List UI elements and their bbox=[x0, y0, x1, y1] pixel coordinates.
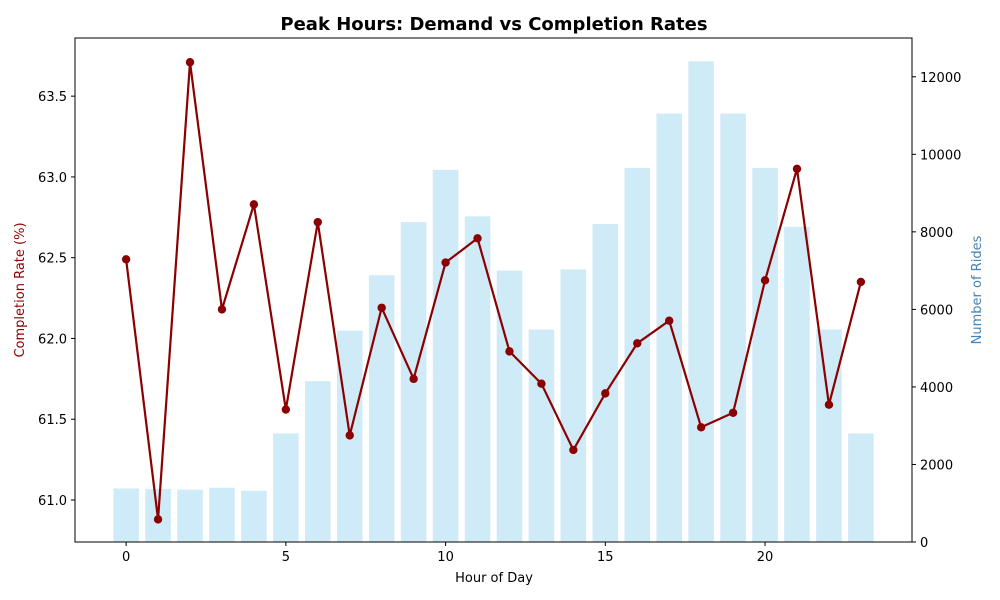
completion-point-hour-10 bbox=[441, 258, 450, 267]
completion-point-hour-17 bbox=[665, 316, 674, 325]
x-tick-label: 20 bbox=[757, 550, 774, 565]
bar-hour-12 bbox=[496, 270, 523, 542]
completion-point-hour-16 bbox=[633, 339, 642, 348]
completion-point-hour-2 bbox=[185, 58, 195, 67]
bar-hour-11 bbox=[464, 216, 491, 542]
completion-point-hour-22 bbox=[824, 400, 834, 409]
y-right-tick-label: 10000 bbox=[920, 148, 961, 163]
y-axis-left-title: Completion Rate (%) bbox=[13, 222, 28, 357]
y-right-tick-label: 12000 bbox=[920, 71, 961, 86]
y-right-tick-label: 6000 bbox=[920, 303, 953, 318]
completion-point-hour-23 bbox=[856, 277, 866, 287]
completion-point-hour-1 bbox=[153, 515, 163, 524]
y-left-axis: 61.0 61.5 62.0 62.5 63.0 63.5 bbox=[38, 90, 75, 509]
completion-rate-line bbox=[125, 61, 862, 521]
y-left-tick-label: 63.0 bbox=[38, 171, 67, 186]
line-layer bbox=[121, 58, 866, 524]
bar-hour-21 bbox=[784, 226, 810, 542]
y-axis-right-title: Number of Rides bbox=[970, 235, 985, 344]
y-right-tick-label: 0 bbox=[920, 536, 928, 551]
y-right-tick-label: 2000 bbox=[920, 458, 953, 473]
bar-hour-16 bbox=[624, 167, 651, 542]
y-left-tick-label: 62.5 bbox=[38, 252, 67, 267]
x-tick-label: 10 bbox=[437, 550, 454, 565]
completion-point-hour-8 bbox=[377, 303, 386, 312]
bar-hour-19 bbox=[720, 113, 746, 542]
completion-point-hour-15 bbox=[601, 389, 610, 398]
completion-point-hour-3 bbox=[217, 305, 227, 314]
y-right-tick-label: 4000 bbox=[920, 381, 953, 396]
completion-point-hour-20 bbox=[760, 276, 770, 285]
x-axis: 0 5 10 15 20 bbox=[122, 542, 773, 565]
x-axis-title: Hour of Day bbox=[455, 571, 533, 586]
completion-point-hour-21 bbox=[792, 164, 802, 174]
bar-hour-5 bbox=[273, 433, 299, 542]
completion-point-hour-7 bbox=[345, 431, 354, 440]
completion-point-hour-0 bbox=[121, 255, 131, 264]
completion-point-hour-18 bbox=[696, 423, 706, 432]
bar-hour-0 bbox=[113, 488, 139, 542]
bar-hour-13 bbox=[528, 329, 555, 542]
y-left-tick-label: 61.5 bbox=[38, 413, 67, 428]
y-left-tick-label: 62.0 bbox=[38, 332, 67, 347]
completion-point-hour-11 bbox=[473, 234, 482, 243]
bar-hour-8 bbox=[368, 275, 395, 542]
y-left-tick-label: 61.0 bbox=[38, 494, 67, 509]
completion-point-hour-14 bbox=[569, 445, 578, 455]
completion-point-hour-5 bbox=[281, 405, 291, 414]
plot-frame bbox=[74, 37, 913, 543]
bar-hour-4 bbox=[241, 490, 267, 542]
completion-point-hour-9 bbox=[409, 374, 418, 384]
bar-hour-20 bbox=[752, 167, 778, 542]
bar-hour-10 bbox=[432, 169, 459, 542]
completion-point-hour-12 bbox=[505, 347, 514, 356]
bar-hour-22 bbox=[816, 329, 842, 542]
bar-hour-18 bbox=[688, 61, 714, 542]
completion-point-hour-4 bbox=[249, 200, 259, 209]
bar-hour-6 bbox=[305, 381, 331, 542]
y-left-tick-label: 63.5 bbox=[38, 90, 67, 105]
x-tick-label: 5 bbox=[282, 550, 290, 565]
chart-title: Peak Hours: Demand vs Completion Rates bbox=[280, 14, 707, 35]
y-right-axis: 0 2000 4000 6000 8000 10000 12000 bbox=[912, 71, 961, 551]
bar-hour-3 bbox=[209, 487, 235, 542]
x-tick-label: 0 bbox=[122, 550, 130, 565]
bar-hour-23 bbox=[848, 433, 874, 542]
bar-hour-2 bbox=[177, 489, 203, 542]
bar-hour-14 bbox=[560, 269, 587, 542]
y-right-tick-label: 8000 bbox=[920, 226, 953, 241]
completion-point-hour-13 bbox=[537, 379, 546, 388]
completion-point-hour-6 bbox=[313, 217, 322, 227]
x-tick-label: 15 bbox=[597, 550, 614, 565]
completion-point-hour-19 bbox=[728, 408, 738, 417]
bars-layer bbox=[113, 61, 874, 542]
bar-hour-15 bbox=[592, 224, 619, 542]
